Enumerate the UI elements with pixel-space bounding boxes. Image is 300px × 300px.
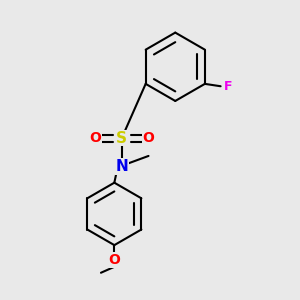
- Text: N: N: [116, 159, 128, 174]
- Text: O: O: [89, 131, 101, 145]
- Text: S: S: [116, 130, 127, 146]
- Text: F: F: [224, 80, 233, 93]
- Text: O: O: [142, 131, 154, 145]
- Text: O: O: [108, 253, 120, 267]
